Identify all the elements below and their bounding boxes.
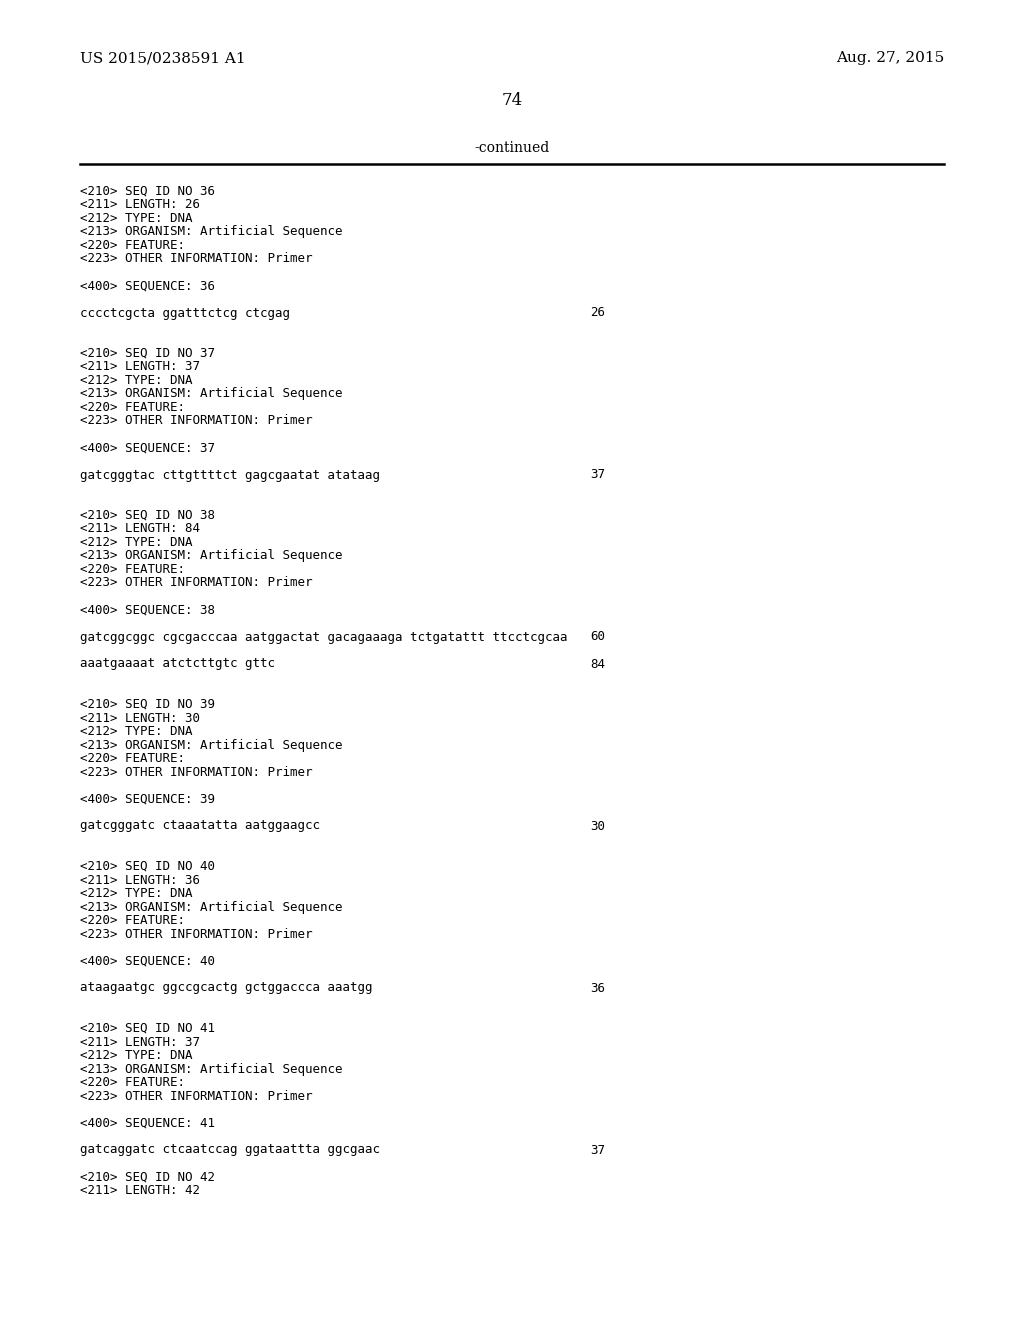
Text: <212> TYPE: DNA: <212> TYPE: DNA bbox=[80, 536, 193, 549]
Text: <213> ORGANISM: Artificial Sequence: <213> ORGANISM: Artificial Sequence bbox=[80, 900, 342, 913]
Text: <211> LENGTH: 42: <211> LENGTH: 42 bbox=[80, 1184, 200, 1197]
Text: <223> OTHER INFORMATION: Primer: <223> OTHER INFORMATION: Primer bbox=[80, 414, 312, 428]
Text: gatcaggatc ctcaatccag ggataattta ggcgaac: gatcaggatc ctcaatccag ggataattta ggcgaac bbox=[80, 1143, 380, 1156]
Text: <400> SEQUENCE: 38: <400> SEQUENCE: 38 bbox=[80, 603, 215, 616]
Text: gatcggcggc cgcgacccaa aatggactat gacagaaaga tctgatattt ttcctcgcaa: gatcggcggc cgcgacccaa aatggactat gacagaa… bbox=[80, 631, 567, 644]
Text: <210> SEQ ID NO 36: <210> SEQ ID NO 36 bbox=[80, 185, 215, 198]
Text: <400> SEQUENCE: 41: <400> SEQUENCE: 41 bbox=[80, 1117, 215, 1130]
Text: <211> LENGTH: 26: <211> LENGTH: 26 bbox=[80, 198, 200, 211]
Text: <220> FEATURE:: <220> FEATURE: bbox=[80, 401, 185, 414]
Text: 37: 37 bbox=[590, 469, 605, 482]
Text: <210> SEQ ID NO 42: <210> SEQ ID NO 42 bbox=[80, 1171, 215, 1184]
Text: 30: 30 bbox=[590, 820, 605, 833]
Text: <212> TYPE: DNA: <212> TYPE: DNA bbox=[80, 725, 193, 738]
Text: <223> OTHER INFORMATION: Primer: <223> OTHER INFORMATION: Primer bbox=[80, 928, 312, 940]
Text: <400> SEQUENCE: 37: <400> SEQUENCE: 37 bbox=[80, 441, 215, 454]
Text: <220> FEATURE:: <220> FEATURE: bbox=[80, 239, 185, 252]
Text: <210> SEQ ID NO 38: <210> SEQ ID NO 38 bbox=[80, 510, 215, 521]
Text: <223> OTHER INFORMATION: Primer: <223> OTHER INFORMATION: Primer bbox=[80, 1089, 312, 1102]
Text: <220> FEATURE:: <220> FEATURE: bbox=[80, 1076, 185, 1089]
Text: -continued: -continued bbox=[474, 141, 550, 154]
Text: <211> LENGTH: 37: <211> LENGTH: 37 bbox=[80, 1035, 200, 1048]
Text: <220> FEATURE:: <220> FEATURE: bbox=[80, 752, 185, 766]
Text: <213> ORGANISM: Artificial Sequence: <213> ORGANISM: Artificial Sequence bbox=[80, 1063, 342, 1076]
Text: <400> SEQUENCE: 36: <400> SEQUENCE: 36 bbox=[80, 280, 215, 293]
Text: gatcgggtac cttgttttct gagcgaatat atataag: gatcgggtac cttgttttct gagcgaatat atataag bbox=[80, 469, 380, 482]
Text: <212> TYPE: DNA: <212> TYPE: DNA bbox=[80, 1049, 193, 1063]
Text: <213> ORGANISM: Artificial Sequence: <213> ORGANISM: Artificial Sequence bbox=[80, 738, 342, 751]
Text: <213> ORGANISM: Artificial Sequence: <213> ORGANISM: Artificial Sequence bbox=[80, 549, 342, 562]
Text: <210> SEQ ID NO 41: <210> SEQ ID NO 41 bbox=[80, 1022, 215, 1035]
Text: <223> OTHER INFORMATION: Primer: <223> OTHER INFORMATION: Primer bbox=[80, 577, 312, 590]
Text: 84: 84 bbox=[590, 657, 605, 671]
Text: <211> LENGTH: 84: <211> LENGTH: 84 bbox=[80, 523, 200, 536]
Text: <212> TYPE: DNA: <212> TYPE: DNA bbox=[80, 887, 193, 900]
Text: <210> SEQ ID NO 37: <210> SEQ ID NO 37 bbox=[80, 347, 215, 360]
Text: <213> ORGANISM: Artificial Sequence: <213> ORGANISM: Artificial Sequence bbox=[80, 226, 342, 239]
Text: <211> LENGTH: 37: <211> LENGTH: 37 bbox=[80, 360, 200, 374]
Text: <212> TYPE: DNA: <212> TYPE: DNA bbox=[80, 213, 193, 224]
Text: <211> LENGTH: 36: <211> LENGTH: 36 bbox=[80, 874, 200, 887]
Text: ataagaatgc ggccgcactg gctggaccca aaatgg: ataagaatgc ggccgcactg gctggaccca aaatgg bbox=[80, 982, 373, 994]
Text: 37: 37 bbox=[590, 1143, 605, 1156]
Text: <400> SEQUENCE: 40: <400> SEQUENCE: 40 bbox=[80, 954, 215, 968]
Text: <210> SEQ ID NO 39: <210> SEQ ID NO 39 bbox=[80, 698, 215, 711]
Text: gatcgggatc ctaaatatta aatggaagcc: gatcgggatc ctaaatatta aatggaagcc bbox=[80, 820, 319, 833]
Text: <213> ORGANISM: Artificial Sequence: <213> ORGANISM: Artificial Sequence bbox=[80, 388, 342, 400]
Text: <211> LENGTH: 30: <211> LENGTH: 30 bbox=[80, 711, 200, 725]
Text: <400> SEQUENCE: 39: <400> SEQUENCE: 39 bbox=[80, 792, 215, 805]
Text: <220> FEATURE:: <220> FEATURE: bbox=[80, 913, 185, 927]
Text: 36: 36 bbox=[590, 982, 605, 994]
Text: <210> SEQ ID NO 40: <210> SEQ ID NO 40 bbox=[80, 861, 215, 873]
Text: Aug. 27, 2015: Aug. 27, 2015 bbox=[836, 51, 944, 65]
Text: 60: 60 bbox=[590, 631, 605, 644]
Text: US 2015/0238591 A1: US 2015/0238591 A1 bbox=[80, 51, 246, 65]
Text: <212> TYPE: DNA: <212> TYPE: DNA bbox=[80, 374, 193, 387]
Text: <220> FEATURE:: <220> FEATURE: bbox=[80, 564, 185, 576]
Text: 74: 74 bbox=[502, 92, 522, 110]
Text: aaatgaaaat atctcttgtc gttc: aaatgaaaat atctcttgtc gttc bbox=[80, 657, 275, 671]
Text: cccctcgcta ggatttctcg ctcgag: cccctcgcta ggatttctcg ctcgag bbox=[80, 306, 290, 319]
Text: <223> OTHER INFORMATION: Primer: <223> OTHER INFORMATION: Primer bbox=[80, 766, 312, 779]
Text: 26: 26 bbox=[590, 306, 605, 319]
Text: <223> OTHER INFORMATION: Primer: <223> OTHER INFORMATION: Primer bbox=[80, 252, 312, 265]
